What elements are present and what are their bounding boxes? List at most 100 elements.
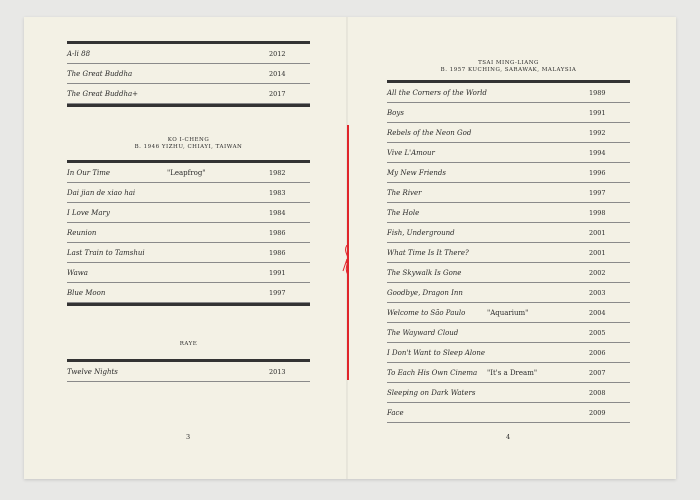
film-year: 2013 bbox=[269, 368, 286, 376]
film-year: 1996 bbox=[589, 169, 606, 177]
film-year: 1986 bbox=[269, 249, 286, 257]
film-year: 1983 bbox=[269, 189, 286, 197]
film-title: Dai jian de xiao hai bbox=[67, 189, 136, 197]
thick-rule bbox=[67, 160, 310, 163]
film-segment-note: "Leapfrog" bbox=[167, 169, 206, 177]
thread-knot bbox=[342, 245, 349, 275]
film-row: Vive L'Amour 1994 bbox=[387, 143, 630, 163]
film-year: 2007 bbox=[589, 369, 606, 377]
film-year: 1992 bbox=[589, 129, 606, 137]
film-year: 2017 bbox=[269, 90, 286, 98]
film-segment-note: "Aquarium" bbox=[487, 309, 529, 317]
film-year: 2001 bbox=[589, 229, 606, 237]
booklet-spread: A-li 88 2012 The Great Buddha 2014 The G… bbox=[24, 17, 676, 479]
page-number-right: 4 bbox=[506, 433, 511, 441]
film-title: Last Train to Tamshui bbox=[67, 249, 145, 257]
film-year: 2014 bbox=[269, 70, 286, 78]
film-row: Last Train to Tamshui 1986 bbox=[67, 243, 310, 263]
film-title: Fish, Underground bbox=[387, 229, 455, 237]
director-name: RAYE bbox=[179, 341, 198, 347]
film-row: What Time Is It There? 2001 bbox=[387, 243, 630, 263]
film-year: 2012 bbox=[269, 50, 286, 58]
film-year: 1998 bbox=[589, 209, 606, 217]
film-row: Reunion 1986 bbox=[67, 223, 310, 243]
film-title: In Our Time bbox=[67, 169, 111, 177]
film-title: Face bbox=[387, 409, 404, 417]
film-title: Welcome to São Paulo bbox=[387, 309, 466, 317]
film-year: 2001 bbox=[589, 249, 606, 257]
binding-thread bbox=[347, 125, 349, 380]
film-title: A-li 88 bbox=[67, 50, 91, 58]
film-title: The River bbox=[387, 189, 422, 197]
filmography-table-top: A-li 88 2012 The Great Buddha 2014 The G… bbox=[67, 41, 310, 107]
film-row: My New Friends 1996 bbox=[387, 163, 630, 183]
thick-rule bbox=[67, 359, 310, 362]
film-row: Goodbye, Dragon Inn 2003 bbox=[387, 283, 630, 303]
film-row: Twelve Nights 2013 bbox=[67, 362, 310, 382]
thick-rule bbox=[67, 41, 310, 44]
film-segment-note: "It's a Dream" bbox=[487, 369, 538, 377]
film-row: The River 1997 bbox=[387, 183, 630, 203]
film-year: 1982 bbox=[269, 169, 286, 177]
film-title: Sleeping on Dark Waters bbox=[387, 389, 476, 397]
film-row: The Great Buddha+ 2017 bbox=[67, 84, 310, 104]
film-title: Blue Moon bbox=[67, 289, 106, 297]
thick-rule bbox=[67, 303, 310, 306]
film-row: The Hole 1998 bbox=[387, 203, 630, 223]
film-year: 1991 bbox=[269, 269, 286, 277]
film-year: 2005 bbox=[589, 329, 606, 337]
film-row: To Each His Own Cinema "It's a Dream" 20… bbox=[387, 363, 630, 383]
thick-rule bbox=[387, 80, 630, 83]
director-birth: B. 1957 KUCHING, SARAWAK, MALAYSIA bbox=[440, 67, 577, 73]
film-row: I Love Mary 1984 bbox=[67, 203, 310, 223]
film-row: Sleeping on Dark Waters 2008 bbox=[387, 383, 630, 403]
film-row: Wawa 1991 bbox=[67, 263, 310, 283]
film-title: The Hole bbox=[387, 209, 420, 217]
film-year: 1997 bbox=[589, 189, 606, 197]
film-row: Boys 1991 bbox=[387, 103, 630, 123]
film-title: The Wayward Cloud bbox=[387, 329, 459, 337]
film-year: 2009 bbox=[589, 409, 606, 417]
filmography-table-ko: In Our Time "Leapfrog" 1982 Dai jian de … bbox=[67, 160, 310, 306]
filmography-table-tsai: All the Corners of the World 1989 Boys 1… bbox=[387, 80, 630, 423]
film-year: 1984 bbox=[269, 209, 286, 217]
film-row: The Great Buddha 2014 bbox=[67, 64, 310, 84]
film-year: 2004 bbox=[589, 309, 606, 317]
film-year: 2003 bbox=[589, 289, 606, 297]
director-birth: B. 1946 YIZHU, CHIAYI, TAIWAN bbox=[134, 144, 243, 150]
director-name: KO I-CHENG bbox=[167, 137, 210, 143]
film-row: A-li 88 2012 bbox=[67, 44, 310, 64]
film-title: Rebels of the Neon God bbox=[387, 129, 472, 137]
film-title: Vive L'Amour bbox=[387, 149, 435, 157]
director-header-tsai: TSAI MING-LIANG B. 1957 KUCHING, SARAWAK… bbox=[387, 60, 630, 74]
film-year: 2002 bbox=[589, 269, 606, 277]
film-row: All the Corners of the World 1989 bbox=[387, 83, 630, 103]
film-row: Face 2009 bbox=[387, 403, 630, 423]
director-header-raye: RAYE bbox=[67, 341, 310, 348]
film-title: To Each His Own Cinema bbox=[387, 369, 478, 377]
film-title: I Love Mary bbox=[67, 209, 110, 217]
film-title: The Skywalk Is Gone bbox=[387, 269, 462, 277]
film-row: Dai jian de xiao hai 1983 bbox=[67, 183, 310, 203]
director-name: TSAI MING-LIANG bbox=[478, 60, 539, 66]
film-title: Goodbye, Dragon Inn bbox=[387, 289, 463, 297]
film-row: In Our Time "Leapfrog" 1982 bbox=[67, 163, 310, 183]
film-year: 1986 bbox=[269, 229, 286, 237]
film-row: Rebels of the Neon God 1992 bbox=[387, 123, 630, 143]
film-title: What Time Is It There? bbox=[387, 249, 469, 257]
film-row: The Skywalk Is Gone 2002 bbox=[387, 263, 630, 283]
film-title: Wawa bbox=[67, 269, 88, 277]
director-header-ko: KO I-CHENG B. 1946 YIZHU, CHIAYI, TAIWAN bbox=[67, 137, 310, 151]
film-title: My New Friends bbox=[387, 169, 446, 177]
film-title: The Great Buddha+ bbox=[67, 90, 138, 98]
film-year: 1989 bbox=[589, 89, 606, 97]
film-year: 2006 bbox=[589, 349, 606, 357]
filmography-table-raye: Twelve Nights 2013 bbox=[67, 359, 310, 382]
page-number-left: 3 bbox=[186, 433, 191, 441]
film-year: 1997 bbox=[269, 289, 286, 297]
film-year: 2008 bbox=[589, 389, 606, 397]
film-year: 1991 bbox=[589, 109, 606, 117]
film-row: The Wayward Cloud 2005 bbox=[387, 323, 630, 343]
thick-rule bbox=[67, 104, 310, 107]
film-year: 1994 bbox=[589, 149, 606, 157]
